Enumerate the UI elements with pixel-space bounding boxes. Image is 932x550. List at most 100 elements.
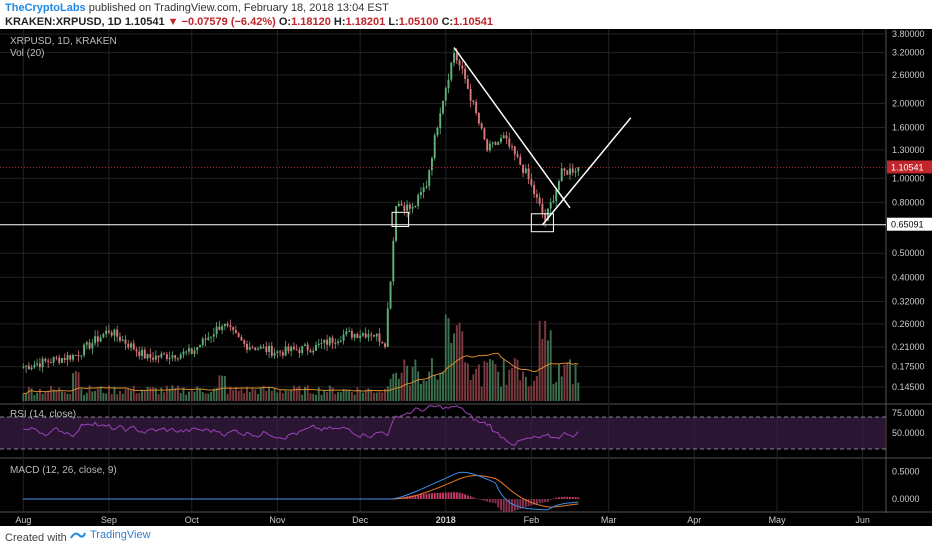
macd-histogram-bar (469, 496, 472, 499)
volume-bar (408, 385, 411, 401)
volume-bar (190, 389, 193, 401)
volume-bar (157, 394, 160, 401)
candle-body (411, 207, 414, 209)
volume-bar (259, 387, 262, 401)
volume-bar (146, 386, 149, 401)
volume-bar (577, 382, 580, 401)
macd-histogram-bar (422, 493, 425, 499)
volume-bar (72, 373, 74, 401)
macd-histogram-bar (494, 499, 497, 504)
volume-bar (464, 362, 467, 401)
volume-bar (403, 359, 406, 401)
volume-bar (240, 389, 243, 401)
volume-bar (96, 388, 99, 401)
volume-bar (210, 392, 213, 401)
candle-body (461, 65, 464, 69)
volume-bar (80, 389, 83, 401)
volume-bar (458, 322, 461, 401)
candle-body (317, 343, 320, 345)
volume-bar (118, 390, 121, 401)
candle-body (408, 204, 411, 209)
author-link[interactable]: TheCryptoLabs (5, 2, 86, 14)
price-tick-label: 0.50000 (892, 248, 925, 258)
volume-bar (188, 391, 190, 401)
volume-bar (223, 376, 226, 401)
volume-bar (541, 338, 544, 401)
macd-histogram-bar (541, 499, 544, 503)
volume-bar (273, 388, 276, 401)
volume-bar (453, 333, 456, 401)
macd-tick-label: 0.0000 (892, 494, 920, 504)
volume-bar (262, 385, 265, 401)
volume-bar (450, 342, 453, 401)
volume-bar (511, 367, 513, 401)
candle-body (560, 168, 563, 182)
price-tick-label: 2.00000 (892, 98, 925, 108)
candle-body (469, 88, 472, 101)
candle-body (414, 205, 417, 208)
macd-histogram-bar (455, 492, 458, 499)
volume-bar (102, 392, 105, 401)
macd-histogram-bar (557, 497, 560, 499)
volume-bar (185, 394, 188, 401)
candle-body (96, 336, 99, 342)
price-tick-label: 2.60000 (892, 70, 925, 80)
candle-body (279, 351, 282, 353)
volume-bar (494, 363, 497, 401)
volume-bar (270, 390, 273, 401)
volume-bar (44, 391, 47, 401)
candle-body (196, 347, 199, 351)
candle-body (49, 362, 52, 364)
candle-body (428, 170, 431, 187)
tradingview-brand[interactable]: TradingView (70, 529, 151, 541)
candle-body (303, 344, 306, 347)
volume-bar (425, 381, 428, 401)
volume-bar (436, 379, 439, 401)
candle-body (118, 336, 121, 341)
last-price-tag-text: 1.10541 (891, 162, 924, 172)
trendline-drawings[interactable] (0, 47, 886, 233)
candle-body (190, 348, 193, 354)
macd-histogram-bar (508, 499, 511, 513)
volume-bar (41, 393, 44, 401)
created-with: Created with (5, 532, 67, 544)
candle-body (348, 331, 351, 333)
volume-bar (290, 390, 293, 401)
macd-histogram-bar (535, 499, 538, 504)
volume-bar (237, 390, 240, 401)
macd-histogram-bar (483, 499, 486, 501)
volume-bar (165, 385, 168, 401)
candle-body (287, 346, 290, 352)
volume-bar (99, 386, 102, 401)
volume-bar (533, 380, 536, 401)
time-tick-label: Apr (687, 515, 701, 525)
candle-body (384, 343, 386, 347)
macd-histogram-bar (475, 498, 478, 499)
chart-canvas[interactable]: 3.80000 3.20000 2.60000 2.00000 1.60000 1.300… (0, 29, 932, 526)
volume-bar (58, 387, 61, 401)
rsi-band-fill (0, 417, 886, 449)
candle-body (63, 358, 66, 361)
candle-body (370, 334, 373, 336)
macd-histogram-bar (497, 499, 500, 508)
volume-bar (384, 388, 386, 401)
volume-bar (508, 369, 511, 401)
candle-body (563, 168, 566, 171)
candle-body (116, 329, 119, 337)
price-tick-label: 1.30000 (892, 145, 925, 155)
volume-bar (279, 390, 282, 401)
volume-bar (546, 340, 549, 401)
macd-line (23, 471, 579, 511)
price-tick-label: 0.80000 (892, 197, 925, 207)
volume-bar (430, 358, 433, 401)
time-tick-label: Dec (352, 515, 369, 525)
candle-body (105, 330, 108, 334)
candle-body (425, 186, 428, 188)
volume-bar (61, 391, 63, 401)
macd-histogram-bar (480, 499, 483, 501)
volume-bar (500, 386, 502, 401)
brand-label: TradingView (90, 529, 151, 541)
publish-info: published on TradingView.com, February 1… (88, 2, 389, 14)
volume-bar (477, 364, 480, 401)
candle-body (513, 146, 516, 155)
